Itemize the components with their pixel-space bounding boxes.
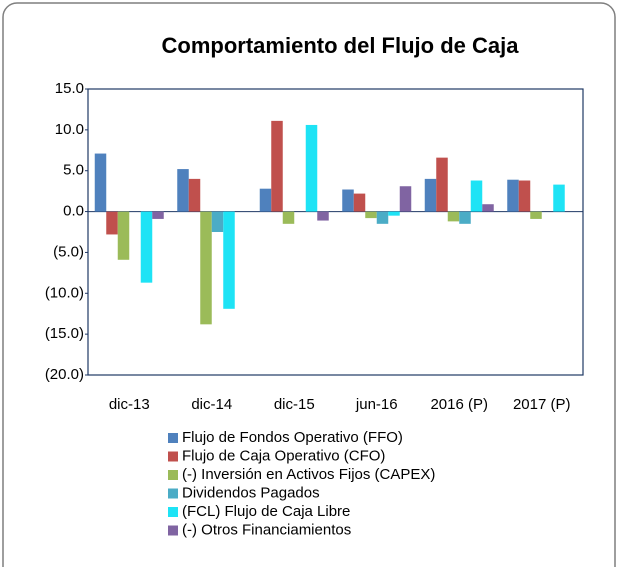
x-tick-label: 2016 (P) <box>430 396 488 413</box>
legend-label: Flujo de Fondos Operativo (FFO) <box>182 429 403 446</box>
legend-swatch <box>168 433 178 443</box>
bar <box>106 211 118 235</box>
bar <box>200 211 212 325</box>
legend-label: Dividendos Pagados <box>182 484 320 501</box>
chart-title: Comportamiento del Flujo de Caja <box>162 33 520 58</box>
bar <box>188 178 201 212</box>
bar <box>94 153 107 212</box>
bar <box>518 180 531 212</box>
y-tick-label: 15.0 <box>55 80 84 97</box>
bar <box>482 204 494 212</box>
legend-swatch <box>168 470 178 480</box>
y-tick-label: (20.0) <box>45 366 84 383</box>
bar <box>317 211 329 221</box>
y-tick-label: (5.0) <box>53 243 84 260</box>
legend-swatch <box>168 451 178 462</box>
bar <box>342 189 354 212</box>
bar <box>459 211 471 224</box>
legend-swatch <box>168 525 178 536</box>
legend-label: (-) Inversión en Activos Fijos (CAPEX) <box>182 466 435 483</box>
legend-swatch <box>168 488 178 499</box>
bar <box>117 211 130 260</box>
bar <box>177 169 189 212</box>
bar <box>271 120 283 212</box>
bar <box>365 211 377 219</box>
x-tick-label: dic-15 <box>274 396 315 413</box>
bar <box>152 211 164 219</box>
bar <box>305 124 318 212</box>
y-tick-label: 5.0 <box>63 162 84 179</box>
plot-area <box>87 88 584 376</box>
bar <box>140 211 153 283</box>
x-tick-label: dic-13 <box>109 396 150 413</box>
bar <box>424 178 437 212</box>
legend-label: (-) Otros Financiamientos <box>182 521 351 538</box>
y-tick-label: 10.0 <box>55 121 84 138</box>
bar <box>553 184 565 212</box>
x-tick-label: dic-14 <box>191 396 232 413</box>
legend-label: (FCL) Flujo de Caja Libre <box>182 503 350 520</box>
legend-swatch <box>168 507 178 517</box>
bar <box>507 179 519 212</box>
bar <box>447 211 460 222</box>
y-tick-label: (15.0) <box>45 325 84 342</box>
bar <box>470 180 483 212</box>
bar <box>282 211 295 224</box>
bar <box>223 211 235 309</box>
bar <box>259 188 272 212</box>
bar <box>353 193 366 212</box>
x-tick-label: 2017 (P) <box>513 396 571 413</box>
x-tick-label: jun-16 <box>355 396 398 413</box>
y-tick-label: (10.0) <box>45 284 84 301</box>
bar <box>388 211 400 216</box>
y-tick-label: 0.0 <box>63 203 84 220</box>
bar <box>376 211 389 224</box>
bar <box>211 211 224 232</box>
bar <box>530 211 542 219</box>
legend-label: Flujo de Caja Operativo (CFO) <box>182 447 385 464</box>
bar <box>436 157 448 212</box>
bar <box>399 186 412 212</box>
